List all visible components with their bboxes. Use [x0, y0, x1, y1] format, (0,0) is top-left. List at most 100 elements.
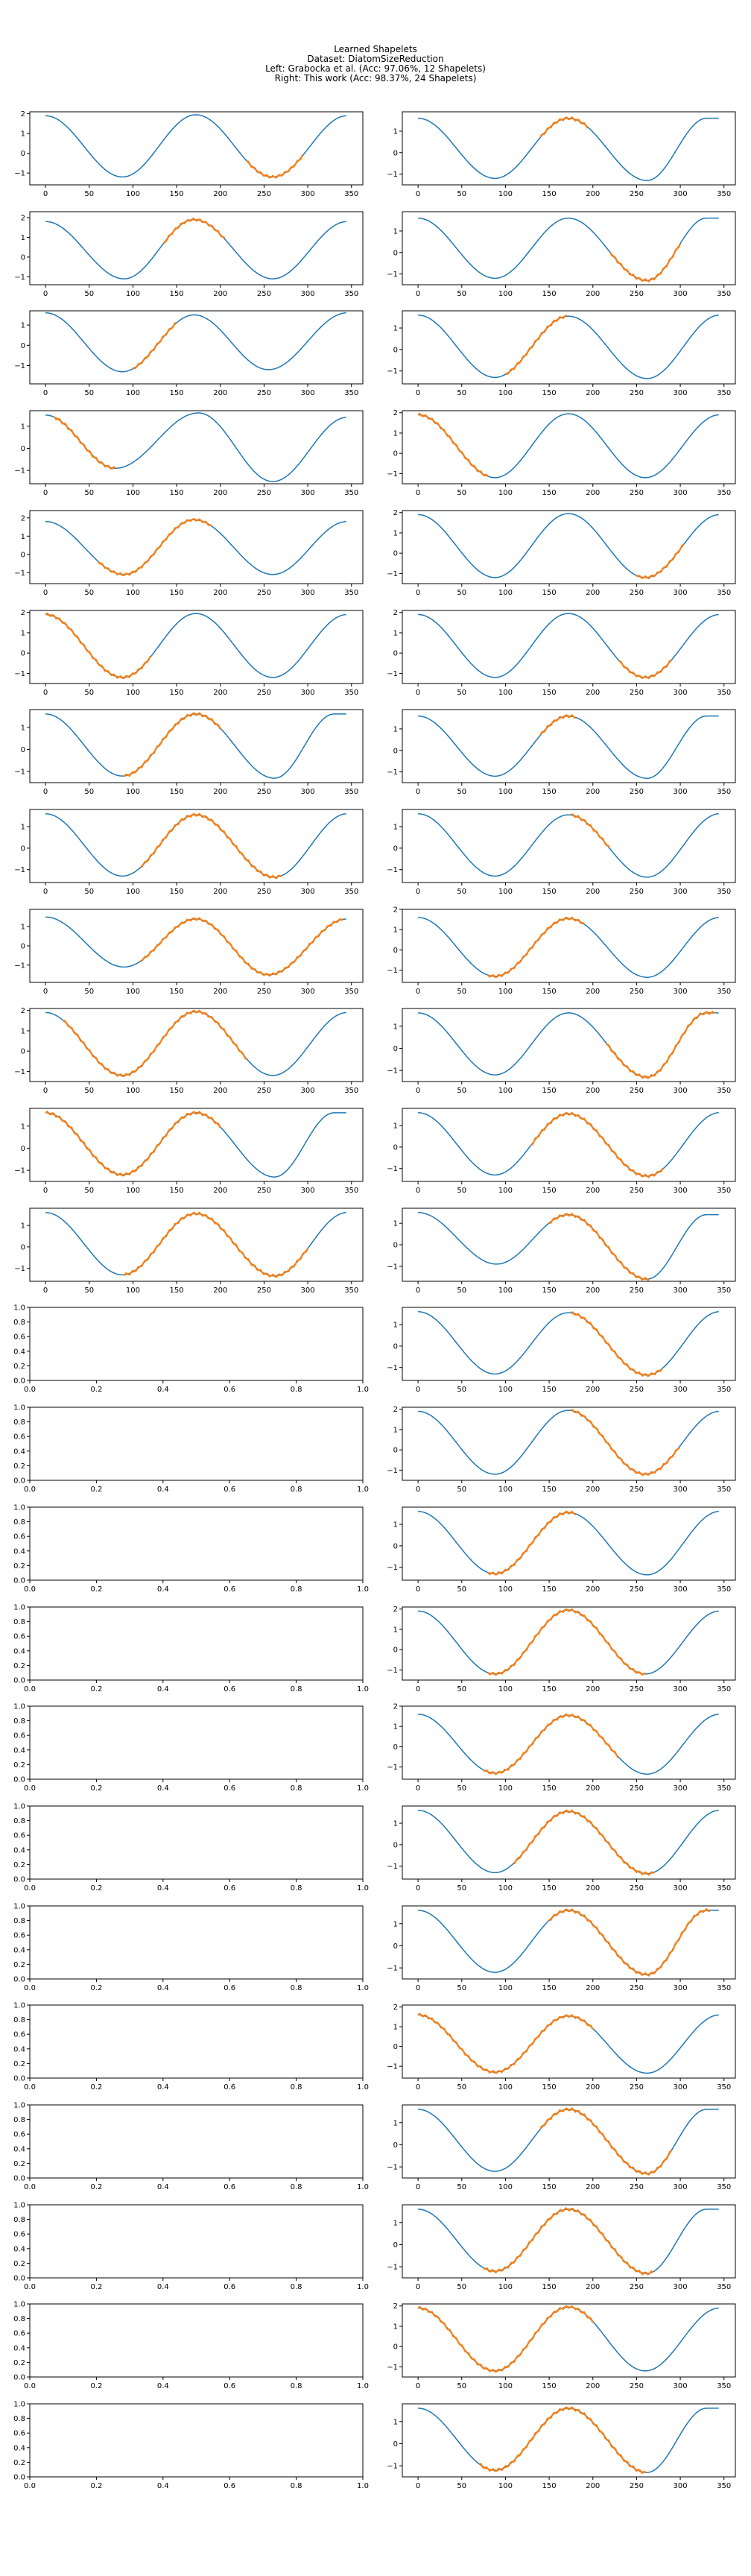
panel-left-7: 0 50 100 150 200 250 300 350 −1 0 1 [14, 709, 364, 796]
x-tick-label: 250 [257, 888, 271, 896]
x-tick-label: 0.2 [90, 2382, 102, 2390]
y-tick-label: −1 [387, 1067, 398, 1076]
y-tick-label: 0.4 [13, 1547, 25, 1556]
y-tick-label: 0.6 [13, 2330, 25, 2338]
x-tick-label: 50 [84, 1287, 94, 1295]
axes-frame [402, 510, 736, 584]
y-tick-label: 0 [393, 2343, 398, 2352]
shapelet-line [571, 1311, 663, 1377]
y-tick-label: 0.4 [13, 2444, 25, 2452]
x-tick-label: 0 [43, 1187, 48, 1195]
panel-right-24: 0 50 100 150 200 250 300 350 −1 0 1 [387, 2403, 736, 2490]
y-tick-label: 0.0 [13, 1976, 25, 1984]
panel-left-3: 0 50 100 150 200 250 300 350 −1 0 1 [14, 310, 364, 397]
x-tick-label: 0.8 [291, 1984, 302, 1992]
axes-frame [29, 1407, 364, 1481]
x-tick-label: 250 [630, 489, 644, 497]
x-tick-label: 0 [416, 489, 420, 497]
x-tick-label: 100 [498, 190, 513, 198]
x-tick-label: 250 [630, 689, 644, 697]
shapelet-line [513, 1809, 655, 1876]
y-tick-label: −1 [387, 367, 398, 376]
x-tick-label: 0.2 [90, 2083, 102, 2092]
x-tick-label: 0 [416, 2283, 420, 2291]
shapelet-line [549, 1212, 650, 1281]
x-tick-label: 100 [126, 589, 140, 597]
x-tick-label: 0.4 [157, 1585, 169, 1594]
x-tick-label: 0.4 [157, 2183, 169, 2191]
x-tick-label: 100 [498, 2083, 513, 2092]
x-tick-label: 300 [674, 589, 688, 597]
x-tick-label: 50 [457, 2382, 466, 2390]
y-tick-label: 0 [393, 2241, 398, 2250]
y-tick-label: 2 [21, 609, 25, 617]
y-tick-label: 0 [21, 746, 25, 754]
y-tick-label: 0.4 [13, 2344, 25, 2352]
panel-left-8: 0 50 100 150 200 250 300 350 −1 0 1 [14, 809, 364, 896]
x-tick-label: 100 [498, 788, 513, 796]
x-tick-label: 300 [674, 888, 688, 896]
shapelet-line [539, 116, 589, 138]
x-tick-label: 0.6 [224, 1486, 235, 1494]
x-tick-label: 350 [717, 1386, 731, 1394]
x-tick-label: 50 [457, 389, 466, 397]
y-tick-label: 0.4 [13, 2145, 25, 2153]
y-tick-label: 0.8 [13, 1717, 25, 1726]
x-tick-label: 200 [586, 2283, 600, 2291]
x-tick-label: 0.8 [291, 1486, 302, 1494]
y-tick-label: −1 [387, 768, 398, 777]
panel-right-22: 0 50 100 150 200 250 300 350 −1 0 1 [387, 2204, 736, 2291]
x-tick-label: 0.4 [157, 2083, 169, 2092]
y-tick-label: 1.0 [13, 2202, 25, 2210]
x-tick-label: 50 [457, 1087, 466, 1095]
x-tick-label: 100 [126, 489, 140, 497]
y-tick-label: −1 [387, 1467, 398, 1475]
x-tick-label: 250 [630, 1486, 644, 1494]
panel-right-19: 0 50 100 150 200 250 300 350 −1 0 1 [387, 1905, 736, 1992]
shapelet-line [123, 712, 221, 777]
x-tick-label: 200 [213, 489, 227, 497]
x-tick-label: 350 [717, 589, 731, 597]
y-tick-label: 0.8 [13, 2016, 25, 2024]
y-tick-label: 2 [393, 409, 398, 417]
y-tick-label: 1.0 [13, 2002, 25, 2010]
x-tick-label: 300 [674, 1187, 688, 1195]
x-tick-label: 1.0 [357, 1486, 369, 1494]
x-tick-label: 100 [498, 1685, 513, 1693]
y-tick-label: −1 [14, 467, 25, 476]
axes-frame [402, 2104, 736, 2179]
axes-frame [29, 610, 364, 684]
axes-frame [29, 2104, 364, 2179]
x-tick-label: 1.0 [357, 1585, 369, 1594]
y-tick-label: 1.0 [13, 1903, 25, 1911]
x-tick-label: 0 [43, 389, 48, 397]
x-tick-label: 0 [416, 589, 420, 597]
shapelet-line [141, 812, 282, 880]
panel-left-12: 0 50 100 150 200 250 300 350 −1 0 1 [14, 1208, 364, 1295]
y-tick-label: 1 [21, 724, 25, 732]
x-tick-label: 100 [498, 2382, 513, 2390]
x-tick-label: 350 [717, 1187, 731, 1195]
x-tick-label: 300 [674, 2283, 688, 2291]
x-tick-label: 150 [542, 2183, 557, 2191]
x-tick-label: 100 [126, 1287, 140, 1295]
x-tick-label: 250 [257, 589, 271, 597]
x-tick-label: 350 [717, 1486, 731, 1494]
x-tick-label: 100 [498, 2283, 513, 2291]
y-tick-label: 0 [393, 149, 398, 157]
x-tick-label: 0.0 [24, 2183, 36, 2191]
y-tick-label: 0 [393, 1342, 398, 1351]
y-tick-label: 1 [21, 130, 25, 139]
panel-left-5: 0 50 100 150 200 250 300 350 −1 0 1 2 [14, 510, 364, 597]
y-tick-label: 0 [21, 1145, 25, 1153]
x-tick-label: 0.4 [157, 1784, 169, 1793]
x-tick-label: 150 [170, 290, 184, 298]
y-tick-label: 0.8 [13, 1518, 25, 1527]
x-tick-label: 300 [301, 1287, 315, 1295]
x-tick-label: 0.4 [157, 1884, 169, 1892]
x-tick-label: 350 [717, 1984, 731, 1992]
shapelet-line [606, 1010, 715, 1080]
shapelet-line [132, 321, 177, 370]
x-tick-label: 0.0 [24, 1984, 36, 1992]
x-tick-label: 1.0 [357, 2482, 369, 2490]
